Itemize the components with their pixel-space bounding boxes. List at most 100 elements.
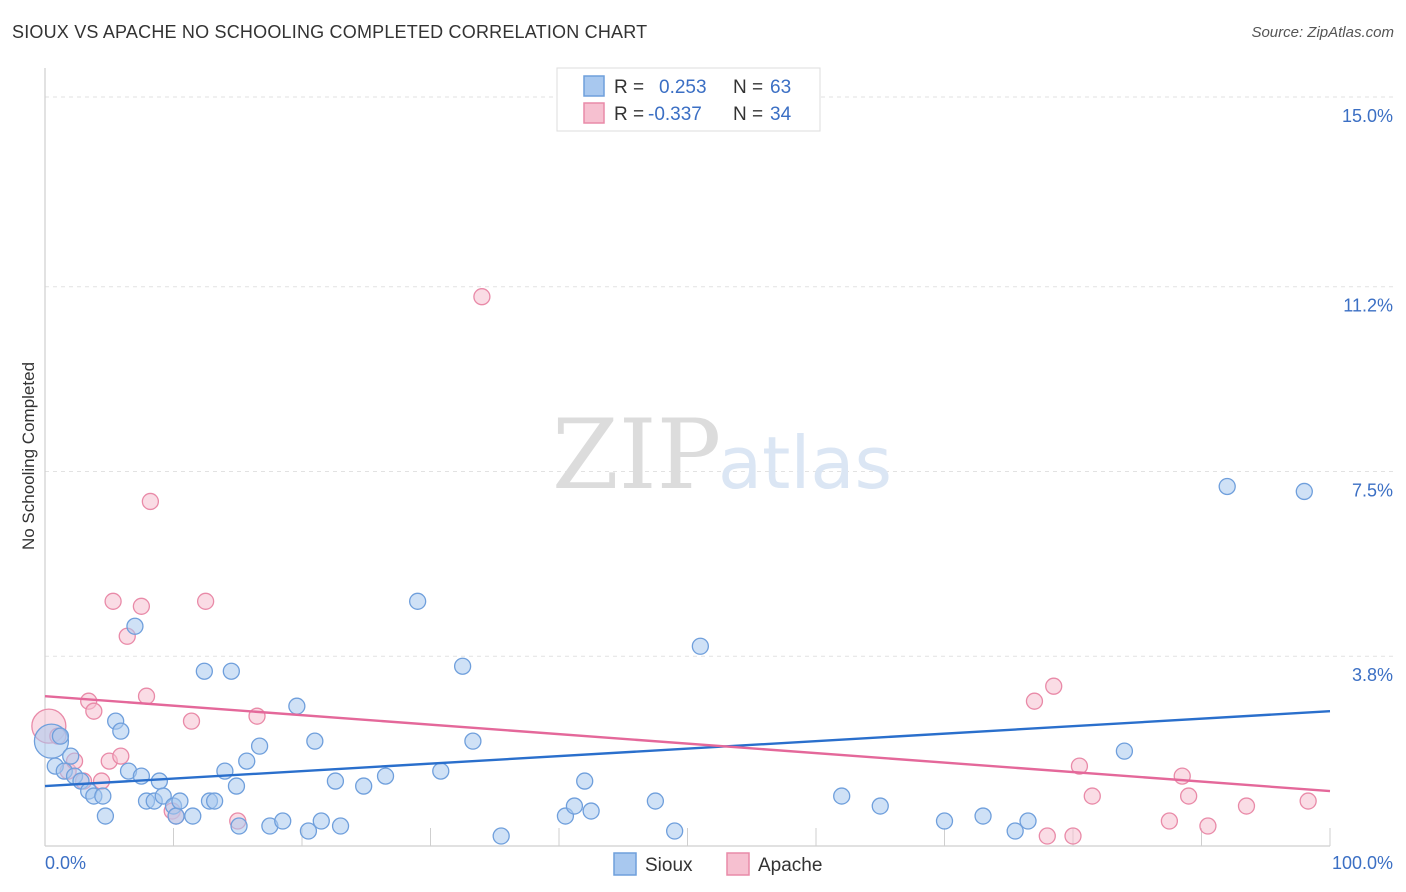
- sioux-point: [250, 737, 269, 755]
- trend-lines: [44, 694, 1331, 793]
- x-minor-ticks: [173, 828, 1331, 846]
- sioux-point: [464, 732, 482, 750]
- sioux-point: [376, 767, 395, 785]
- apache-point: [1199, 817, 1217, 835]
- sioux-point: [408, 592, 427, 610]
- sioux-point: [576, 772, 594, 790]
- chart-title: SIOUX VS APACHE NO SCHOOLING COMPLETED C…: [12, 22, 648, 42]
- sioux-point: [126, 617, 144, 635]
- x-tick-label: 100.0%: [1332, 853, 1393, 873]
- y-axis-label: No Schooling Completed: [19, 362, 38, 550]
- legend-sioux-r-value: 0.253: [659, 77, 707, 98]
- sioux-point: [274, 812, 292, 830]
- sioux-point: [582, 802, 600, 820]
- legend-sioux-n-value: 63: [770, 77, 791, 98]
- apache-point: [1237, 797, 1256, 815]
- sioux-point: [312, 812, 330, 830]
- bottom-legend-swatch-apache: [726, 852, 750, 876]
- watermark: ZIP atlas: [552, 399, 892, 511]
- apache-point: [1160, 812, 1179, 830]
- bottom-legend-sioux: Sioux: [645, 855, 693, 876]
- sioux-point: [974, 807, 992, 825]
- sioux-point: [565, 797, 584, 815]
- apache-point: [141, 492, 160, 511]
- bottom-legend-apache: Apache: [758, 855, 822, 876]
- sioux-point: [227, 777, 246, 795]
- legend-apache-n-label: N =: [733, 104, 763, 125]
- apache-point: [473, 288, 491, 306]
- sioux-point: [112, 722, 130, 740]
- apache-point: [1070, 757, 1089, 775]
- apache-point: [85, 702, 103, 720]
- sioux-point: [935, 812, 954, 830]
- sioux-point: [306, 732, 324, 750]
- sioux-point: [1295, 482, 1313, 501]
- apache-point: [196, 592, 215, 610]
- apache-trend-line: [44, 694, 1331, 793]
- bottom-legend-swatch-sioux: [613, 852, 637, 876]
- sioux-point: [1115, 742, 1134, 760]
- legend-apache-n-value: 34: [770, 104, 792, 125]
- apache-point: [137, 687, 156, 705]
- sioux-point: [453, 657, 472, 675]
- sioux-point: [1218, 477, 1236, 496]
- apache-point: [1045, 677, 1063, 695]
- sioux-point: [326, 772, 345, 790]
- legend-top: R = 0.253 N = 63 R = -0.337 N = 34: [556, 67, 821, 132]
- sioux-trend-line: [44, 709, 1331, 788]
- apache-point: [112, 747, 130, 765]
- apache-point: [1180, 787, 1198, 805]
- legend-swatch-sioux: [583, 75, 605, 97]
- sioux-point: [288, 697, 306, 715]
- sioux-point: [167, 807, 185, 825]
- x-tick-label: 0.0%: [45, 853, 86, 873]
- sioux-point: [432, 762, 450, 780]
- sioux-point: [154, 787, 172, 805]
- apache-point: [1025, 692, 1044, 710]
- sioux-point: [666, 822, 684, 840]
- apache-point: [1038, 827, 1056, 845]
- apache-point: [1299, 792, 1317, 810]
- apache-point: [132, 597, 151, 615]
- apache-point: [1083, 787, 1101, 805]
- sioux-point: [238, 752, 256, 770]
- sioux-point: [331, 817, 350, 835]
- legend-swatch-apache: [583, 102, 605, 124]
- y-tick-label: 7.5%: [1352, 480, 1393, 500]
- legend-bottom: Sioux Apache: [613, 852, 822, 876]
- sioux-point: [62, 747, 80, 765]
- sioux-point: [646, 792, 665, 810]
- sioux-point: [1019, 812, 1037, 830]
- watermark-atlas: atlas: [718, 421, 892, 505]
- sioux-point: [184, 807, 202, 825]
- sioux-point: [150, 772, 169, 790]
- sioux-point: [94, 787, 112, 805]
- sioux-point: [1006, 822, 1024, 840]
- sioux-point: [222, 662, 240, 680]
- sioux-point: [171, 792, 189, 810]
- sioux-point: [492, 827, 510, 845]
- apache-point: [104, 592, 122, 610]
- sioux-point: [355, 777, 373, 795]
- legend-sioux-n-label: N =: [733, 77, 763, 98]
- sioux-point: [691, 637, 709, 655]
- grid-lines: [45, 96, 1395, 657]
- watermark-zip: ZIP: [552, 399, 721, 511]
- y-tick-label: 11.2%: [1343, 296, 1393, 316]
- apache-point: [1064, 827, 1082, 845]
- legend-sioux-r-label: R =: [614, 77, 644, 98]
- series-sioux: [33, 477, 1313, 845]
- apache-point: [182, 712, 201, 730]
- sioux-point: [299, 822, 318, 840]
- sioux-point: [871, 797, 889, 815]
- sioux-point: [205, 792, 224, 810]
- y-tick-label: 3.8%: [1352, 665, 1393, 685]
- sioux-point: [195, 662, 213, 680]
- legend-apache-r-value: -0.337: [648, 104, 702, 125]
- sioux-point: [833, 787, 851, 805]
- y-tick-label: 15.0%: [1342, 106, 1393, 126]
- series-apache: [31, 288, 1317, 845]
- legend-apache-r-label: R =: [614, 104, 644, 125]
- tick-labels: 3.8% 7.5% 11.2% 15.0% 0.0% 100.0%: [45, 106, 1393, 873]
